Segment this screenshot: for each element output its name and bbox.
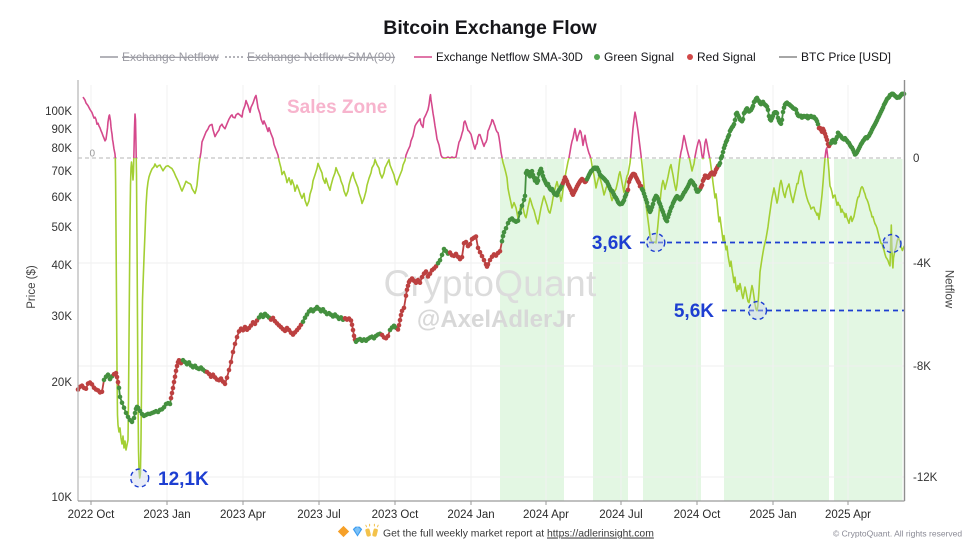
svg-text:100K: 100K — [45, 106, 72, 118]
svg-text:Exchange Netflow: Exchange Netflow — [122, 50, 219, 64]
svg-text:2024 Oct: 2024 Oct — [674, 509, 721, 521]
svg-text:80K: 80K — [52, 143, 73, 155]
svg-text:12,1K: 12,1K — [158, 469, 209, 490]
svg-text:90K: 90K — [52, 124, 73, 136]
svg-text:50K: 50K — [52, 222, 73, 234]
svg-text:2023 Jan: 2023 Jan — [143, 509, 190, 521]
svg-text:40K: 40K — [52, 260, 73, 272]
svg-text:Price ($): Price ($) — [26, 265, 38, 309]
svg-text:20K: 20K — [52, 377, 73, 389]
svg-text:70K: 70K — [52, 166, 73, 178]
svg-text:0: 0 — [913, 153, 919, 165]
svg-text:2022 Oct: 2022 Oct — [68, 509, 115, 521]
svg-text:2024 Apr: 2024 Apr — [523, 509, 569, 521]
svg-text:2023 Oct: 2023 Oct — [372, 509, 419, 521]
svg-text:Green Signal: Green Signal — [604, 50, 674, 64]
svg-text:Netflow: Netflow — [943, 270, 955, 309]
svg-text:2024 Jan: 2024 Jan — [447, 509, 494, 521]
svg-text:-8K: -8K — [913, 361, 931, 373]
svg-text:Exchange Netflow SMA-30D: Exchange Netflow SMA-30D — [436, 51, 583, 64]
svg-text:Exchange Netflow-SMA(90): Exchange Netflow-SMA(90) — [247, 50, 395, 64]
svg-text:2023 Jul: 2023 Jul — [297, 509, 340, 521]
svg-text:2023 Apr: 2023 Apr — [220, 509, 266, 521]
svg-text:Red Signal: Red Signal — [697, 50, 756, 64]
svg-text:2025 Apr: 2025 Apr — [825, 509, 871, 521]
svg-text:© CryptoQuant. All rights rese: © CryptoQuant. All rights reserved — [833, 529, 962, 539]
svg-text:@AxelAdlerJr: @AxelAdlerJr — [417, 306, 575, 333]
svg-text:-4K: -4K — [913, 258, 931, 270]
svg-text:3,6K: 3,6K — [592, 233, 632, 254]
svg-text:0: 0 — [90, 149, 96, 160]
svg-text:Sales Zone: Sales Zone — [287, 97, 387, 118]
svg-text:30K: 30K — [52, 311, 73, 323]
svg-text:BTC Price [USD]: BTC Price [USD] — [801, 50, 891, 64]
svg-text:2024 Jul: 2024 Jul — [599, 509, 642, 521]
svg-text:10K: 10K — [52, 492, 73, 504]
svg-text:Get the full weekly market rep: Get the full weekly market report at htt… — [383, 529, 654, 540]
svg-text:5,6K: 5,6K — [674, 301, 714, 322]
svg-text:60K: 60K — [52, 192, 73, 204]
svg-text:2025 Jan: 2025 Jan — [749, 509, 796, 521]
svg-text:-12K: -12K — [913, 472, 938, 484]
svg-text:Bitcoin Exchange Flow: Bitcoin Exchange Flow — [383, 17, 597, 39]
